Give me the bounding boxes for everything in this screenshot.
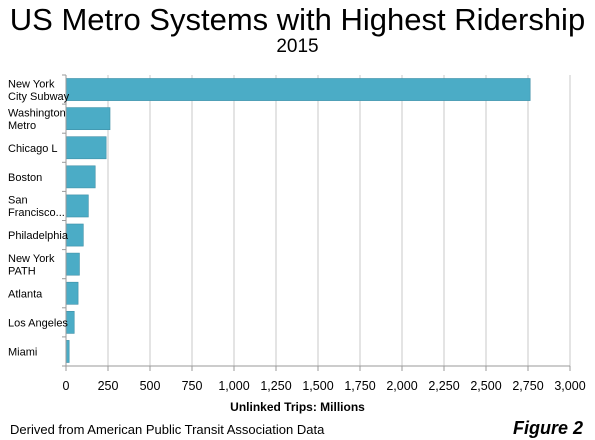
bar <box>65 136 107 160</box>
category-label: New York City Subway <box>8 78 70 103</box>
category-label: Boston <box>8 172 42 184</box>
x-tick-label: 750 <box>182 379 203 393</box>
chart-title: US Metro Systems with Highest Ridership <box>9 2 586 37</box>
x-tick-label: 250 <box>98 379 119 393</box>
x-tick-label: 0 <box>63 379 70 393</box>
x-tick-label: 1,000 <box>218 379 249 393</box>
chart-subtitle: 2015 <box>276 36 319 57</box>
category-label: Los Angeles <box>8 317 68 329</box>
bar <box>65 281 79 305</box>
category-label: San Francisco... <box>8 195 65 220</box>
category-label: Chicago L <box>8 143 58 155</box>
bar <box>65 194 89 218</box>
bar <box>65 107 111 131</box>
bar-series <box>65 78 531 363</box>
x-tick-label: 2,250 <box>428 379 459 393</box>
bar <box>65 165 96 189</box>
x-tick-label: 2,000 <box>386 379 417 393</box>
bar <box>65 78 531 101</box>
x-tick-label: 2,750 <box>512 379 543 393</box>
figure-label: Figure 2 <box>512 418 583 438</box>
x-tick-label: 1,500 <box>302 379 333 393</box>
category-label: Miami <box>8 346 37 358</box>
category-labels: New York City Subway Washington Metro Chicag… <box>8 78 70 358</box>
category-label: Philadelphia <box>8 230 69 242</box>
source-note: Derived from American Public Transit Ass… <box>10 422 325 437</box>
bar <box>65 252 80 276</box>
x-tick-label: 1,250 <box>260 379 291 393</box>
gridlines <box>107 75 571 366</box>
x-tick-labels: 0 250 500 750 1,000 1,250 1,500 1,750 2,000 2,250… <box>63 379 586 393</box>
x-tick-label: 1,750 <box>344 379 375 393</box>
x-axis-label: Unlinked Trips: Millions <box>230 400 365 414</box>
x-tick-label: 2,500 <box>470 379 501 393</box>
category-label: Atlanta <box>8 288 43 300</box>
x-tick-label: 3,000 <box>554 379 585 393</box>
axes <box>62 74 571 371</box>
bar <box>65 223 84 247</box>
category-label: Washington Metro <box>8 107 66 131</box>
x-tick-label: 500 <box>140 379 161 393</box>
category-label: New York PATH <box>8 253 55 278</box>
